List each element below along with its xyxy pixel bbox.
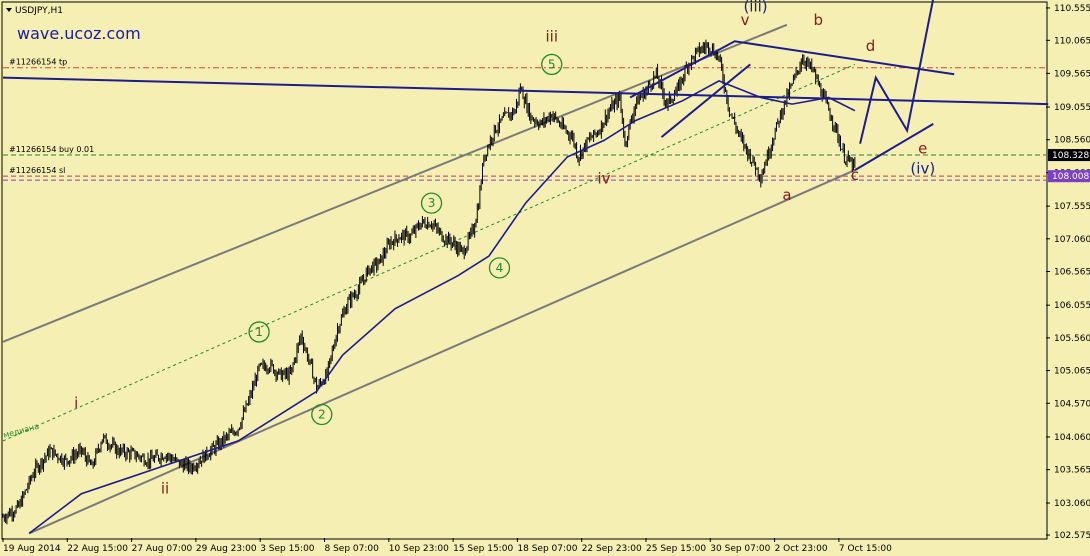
y-tick-label: 106.565 [1054, 267, 1090, 277]
price-tag-label: 108.328 [1052, 151, 1089, 161]
price-tag-label: 108.008 [1052, 172, 1089, 182]
wave-label: c [851, 166, 859, 184]
y-tick-label: 109.565 [1054, 69, 1090, 79]
y-tick-label: 110.065 [1054, 36, 1090, 46]
level-label-sl: #11266154 sl [9, 166, 65, 175]
x-tick-label: 22 Aug 15:00 [67, 544, 128, 554]
y-tick-label: 107.060 [1054, 235, 1090, 245]
wave-circle [248, 321, 270, 343]
y-tick-label: 106.055 [1054, 301, 1090, 311]
moving-average [28, 80, 856, 535]
x-tick-label: 22 Sep 23:00 [582, 544, 642, 554]
wave-circle [311, 403, 333, 426]
price-tag [1048, 149, 1090, 162]
x-tick-label: 7 Oct 15:00 [839, 544, 892, 554]
y-tick-label: 104.570 [1054, 399, 1090, 409]
y-tick-label: 109.055 [1054, 103, 1090, 113]
wave-label: (iv) [910, 159, 935, 177]
wave-circle [541, 53, 563, 76]
y-tick-label: 103.060 [1054, 499, 1090, 509]
wave-circle [420, 192, 443, 214]
plot-frame [1, 1, 1048, 540]
wave-trendline-5 [859, 0, 935, 144]
wave-circle-label: 3 [428, 196, 436, 210]
wave-label: e [918, 140, 927, 158]
wave-label: ii [161, 480, 169, 498]
x-tick-label: 3 Sep 15:00 [260, 544, 315, 554]
x-tick-label: 2 Oct 23:00 [775, 544, 828, 554]
price-tag [1048, 170, 1090, 183]
x-tick-label: 10 Sep 23:00 [389, 544, 449, 554]
level-label-buy: #11266154 buy 0.01 [9, 145, 94, 154]
wave-trendline-3 [660, 63, 751, 138]
wave-trendlines [2, 0, 1049, 171]
wave-label: i [74, 394, 78, 412]
wave-circle-label: 5 [548, 57, 556, 71]
level-label-tp: #11266154 tp [9, 58, 67, 67]
y-tick-label: 103.565 [1054, 466, 1090, 476]
channel-line-2 [28, 169, 856, 535]
wave-circle-label: 1 [255, 325, 263, 339]
wave-label: d [866, 37, 876, 55]
y-tick-label: 102.575 [1054, 531, 1090, 541]
x-tick-label: 25 Sep 15:00 [646, 544, 706, 554]
y-tick-label: 105.065 [1054, 367, 1090, 377]
order-levels: #11266154 tp #11266154 buy 0.01 #11266154 … [3, 58, 1046, 181]
wave-label: iv [597, 169, 610, 187]
time-axis: 19 Aug 2014 22 Aug 15:00 27 Aug 07:00 29 Au… [2, 538, 892, 554]
x-tick-label: 15 Sep 15:00 [453, 544, 513, 554]
symbol-header[interactable]: USDJPY,H1 [6, 6, 63, 16]
watermark: wave.ucoz.com [17, 24, 141, 43]
wave-circle-label: 2 [318, 407, 326, 421]
wave-trendline-2 [629, 40, 955, 99]
x-tick-label: 27 Aug 07:00 [132, 544, 193, 554]
y-tick-label: 104.060 [1054, 433, 1090, 443]
x-tick-label: 18 Sep 07:00 [517, 544, 577, 554]
wave-label: iii [545, 27, 558, 45]
symbol-title: USDJPY,H1 [15, 6, 63, 16]
y-tick-label: 105.560 [1054, 334, 1090, 344]
x-tick-label: 29 Aug 23:00 [196, 544, 257, 554]
x-tick-label: 30 Sep 07:00 [710, 544, 770, 554]
wave-trendline-4 [854, 123, 934, 171]
wave-trendline-1 [2, 76, 1049, 106]
moving-average-line [28, 80, 856, 535]
wave-label: a [782, 186, 791, 204]
channel-line-3 [2, 63, 856, 442]
y-tick-label: 110.555 [1054, 4, 1090, 14]
price-tags: 108.328 108.008 [1048, 149, 1090, 183]
x-tick-label: 8 Sep 07:00 [325, 544, 380, 554]
y-tick-label: 108.560 [1054, 136, 1090, 146]
x-tick-label: 19 Aug 2014 [3, 544, 61, 554]
wave-label: b [814, 11, 824, 29]
wave-label: v [741, 11, 750, 29]
dropdown-arrow-icon[interactable] [6, 8, 12, 12]
wave-circle [488, 257, 511, 279]
y-tick-label: 107.555 [1054, 202, 1090, 212]
wave-label: (iii) [743, 0, 767, 16]
wave-circle-label: 4 [496, 261, 504, 275]
